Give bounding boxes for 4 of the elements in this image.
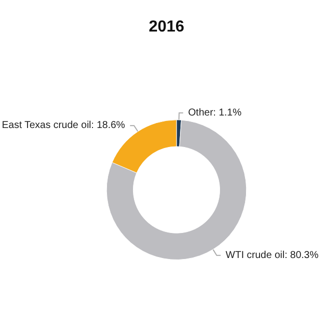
chart-title: 2016 [148,18,184,36]
slice-label: Other: 1.1% [188,107,242,118]
slice-label: WTI crude oil: 80.3% [226,250,319,261]
slice-label: East Texas crude oil: 18.6% [2,120,126,132]
